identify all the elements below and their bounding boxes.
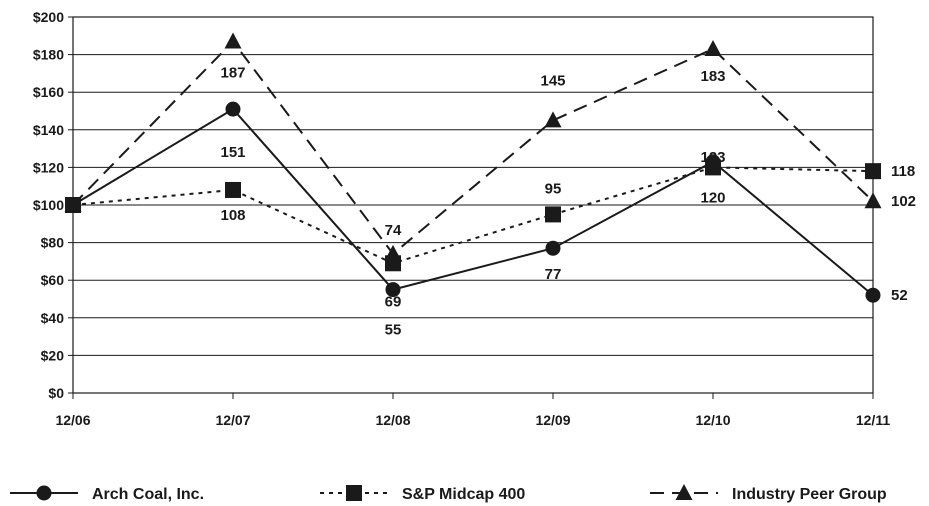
- grid: [72, 16, 874, 394]
- arch-coal-data-label: 52: [891, 287, 908, 304]
- industry-peer-group-data-label: 145: [540, 72, 565, 89]
- arch-coal-legend-label: Arch Coal, Inc.: [92, 486, 204, 503]
- y-tick-label: $200: [33, 9, 64, 25]
- y-tick-label: $60: [41, 272, 65, 288]
- sp-midcap-400-data-label: 69: [385, 293, 402, 310]
- x-tick-label: 12/09: [535, 412, 570, 428]
- y-tick-label: $180: [33, 47, 64, 63]
- y-tick-label: $80: [41, 235, 65, 251]
- x-axis: 12/06 12/07 12/08 12/09 12/10 12/11: [55, 393, 890, 428]
- arch-coal-marker: [545, 240, 561, 256]
- y-tick-label: $140: [33, 122, 64, 138]
- industry-peer-group-data-label: 74: [385, 222, 402, 239]
- x-tick-label: 12/10: [695, 412, 730, 428]
- y-tick-label: $40: [41, 310, 65, 326]
- x-tick-label: 12/11: [856, 412, 890, 428]
- industry-peer-group-marker: [64, 196, 82, 212]
- arch-coal-data-label: 123: [700, 149, 725, 166]
- arch-coal-data-label: 151: [220, 144, 245, 161]
- sp-midcap-400-marker: [705, 159, 721, 176]
- industry-peer-group-data-label: 183: [700, 68, 725, 85]
- sp-midcap-400-legend-label: S&P Midcap 400: [402, 486, 525, 503]
- arch-coal-marker: [385, 282, 401, 298]
- industry-peer-group-legend-label: Industry Peer Group: [732, 486, 887, 503]
- sp-midcap-400-data-label: 108: [220, 207, 245, 224]
- industry-peer-group-marker: [384, 244, 402, 261]
- industry-peer-group-marker: [704, 39, 722, 56]
- y-tick-label: $100: [33, 197, 64, 213]
- series-markers: [64, 32, 882, 303]
- y-tick-label: $20: [41, 347, 65, 363]
- sp-midcap-400-data-label: 120: [700, 189, 725, 206]
- sp-midcap-400-marker: [225, 181, 241, 198]
- industry-peer-group-legend-marker: [675, 484, 693, 500]
- x-tick-label: 12/08: [375, 412, 410, 428]
- arch-coal-marker: [865, 287, 881, 303]
- legend: Arch Coal, Inc. S&P Midcap 400 Industry Pe…: [10, 484, 887, 503]
- y-tick-label: $0: [48, 385, 64, 401]
- sp-midcap-400-marker: [865, 163, 881, 180]
- arch-coal-line: [72, 107, 874, 297]
- y-tick-label: $160: [33, 84, 64, 100]
- industry-peer-group-marker: [864, 192, 882, 209]
- x-tick-label: 12/06: [55, 412, 90, 428]
- arch-coal-legend-marker: [36, 485, 52, 501]
- sp-midcap-400-line: [72, 166, 874, 265]
- series-lines: [72, 39, 874, 297]
- arch-coal-data-label: 77: [545, 266, 562, 283]
- industry-peer-group-data-label: 187: [220, 64, 245, 81]
- sp-midcap-400-data-label: 95: [545, 180, 562, 197]
- industry-peer-group-line: [72, 39, 874, 256]
- y-tick-label: $120: [33, 159, 64, 175]
- sp-midcap-400-marker: [545, 206, 561, 223]
- x-tick-label: 12/07: [215, 412, 250, 428]
- industry-peer-group-marker: [544, 111, 562, 128]
- arch-coal-marker: [225, 101, 241, 117]
- industry-peer-group-marker: [224, 32, 242, 49]
- data-labels: 151 55 77 123 52 108 69 95 120 118 187 74 145 183 102: [220, 64, 916, 338]
- sp-midcap-400-legend-marker: [346, 485, 362, 501]
- industry-peer-group-data-label: 102: [891, 193, 916, 210]
- arch-coal-data-label: 55: [385, 322, 402, 339]
- y-axis: $0 $20 $40 $60 $80 $100 $120 $140 $160 $180 $200: [33, 9, 73, 401]
- sp-midcap-400-data-label: 118: [891, 163, 915, 180]
